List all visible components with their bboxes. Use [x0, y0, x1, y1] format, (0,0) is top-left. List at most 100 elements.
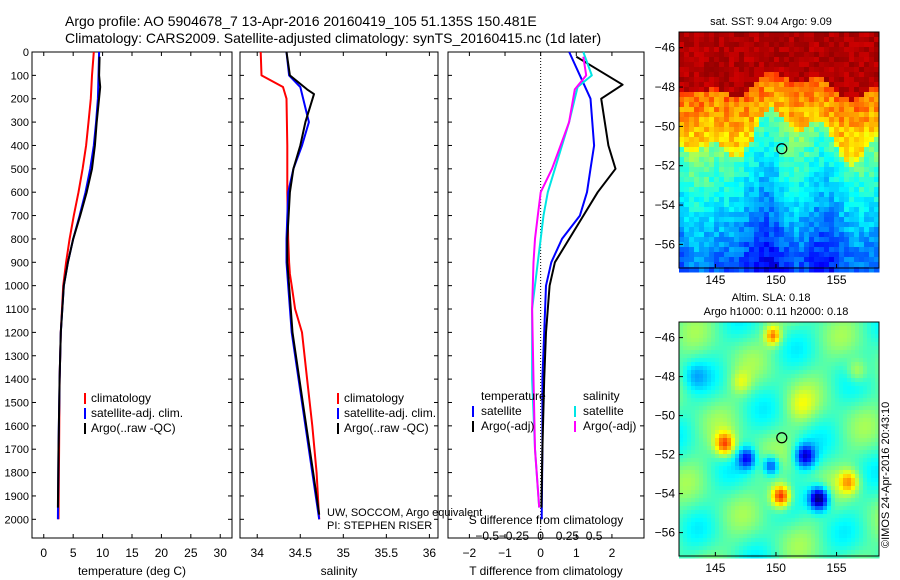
sla-map-pixel	[707, 510, 712, 515]
sla-map-pixel	[851, 490, 856, 495]
sla-map-pixel	[687, 518, 692, 523]
sst-map-pixel	[839, 62, 845, 68]
sla-map-pixel	[683, 490, 688, 495]
sla-map-pixel	[703, 538, 708, 543]
sla-map-pixel	[767, 402, 772, 407]
sla-map-pixel	[823, 542, 828, 547]
sla-map-pixel	[843, 374, 848, 379]
sst-map-pixel	[689, 257, 695, 263]
sst-map-pixel	[734, 242, 740, 248]
sst-map-pixel	[819, 117, 825, 123]
sla-map-pixel	[783, 322, 788, 327]
sst-map-pixel	[859, 242, 865, 248]
sst-map-pixel	[799, 72, 805, 78]
sst-map-pixel	[699, 57, 705, 63]
sst-map-pixel	[824, 182, 830, 188]
sla-map-pixel	[683, 382, 688, 387]
sst-map-pixel	[869, 187, 875, 193]
sst-map-pixel	[764, 147, 770, 153]
sla-map-pixel	[847, 334, 852, 339]
sla-map-pixel	[811, 514, 816, 519]
sla-map-pixel	[699, 418, 704, 423]
sla-map-pixel	[719, 342, 724, 347]
sla-map-pixel	[835, 402, 840, 407]
sla-map-pixel	[799, 326, 804, 331]
sst-map-pixel	[834, 127, 840, 133]
sla-map-pixel	[751, 334, 756, 339]
sla-map-pixel	[755, 502, 760, 507]
sst-map-pixel	[839, 32, 845, 38]
sla-map-pixel	[683, 390, 688, 395]
sla-map-pixel	[803, 466, 808, 471]
sla-map-pixel	[783, 550, 788, 555]
sla-map-pixel	[799, 434, 804, 439]
sst-map-pixel	[739, 267, 745, 273]
sla-map-pixel	[815, 358, 820, 363]
sla-map-pixel	[699, 366, 704, 371]
sst-map-pixel	[789, 147, 795, 153]
sla-map-pixel	[719, 382, 724, 387]
sla-map-pixel	[699, 482, 704, 487]
sst-map-pixel	[744, 82, 750, 88]
sst-map-pixel	[869, 217, 875, 223]
sst-map-pixel	[874, 157, 880, 163]
sla-map-pixel	[811, 470, 816, 475]
sst-map-pixel	[679, 152, 685, 158]
sst-map-pixel	[699, 192, 705, 198]
sla-map-pixel	[803, 406, 808, 411]
sst-map-pixel	[689, 237, 695, 243]
sst-map-pixel	[699, 242, 705, 248]
sst-map-pixel	[859, 42, 865, 48]
sla-map-pixel	[807, 478, 812, 483]
sla-map-pixel	[847, 346, 852, 351]
sst-map-pixel	[714, 112, 720, 118]
sla-map-pixel	[811, 438, 816, 443]
sst-map-pixel	[789, 217, 795, 223]
sla-map-pixel	[703, 374, 708, 379]
sla-map-pixel	[771, 414, 776, 419]
sst-map-pixel	[734, 157, 740, 163]
sla-map-pixel	[679, 398, 684, 403]
sst-map-pixel	[789, 157, 795, 163]
sst-map-pixel	[824, 262, 830, 268]
sla-map-pixel	[855, 350, 860, 355]
sla-map-pixel	[827, 522, 832, 527]
sla-map-pixel	[707, 482, 712, 487]
sla-map-pixel	[771, 354, 776, 359]
sst-map-pixel	[864, 112, 870, 118]
sla-map-pixel	[763, 342, 768, 347]
sst-map-pixel	[799, 97, 805, 103]
sla-map-pixel	[691, 522, 696, 527]
sst-map-pixel	[684, 227, 690, 233]
sla-map-pixel	[843, 390, 848, 395]
sla-map-pixel	[811, 362, 816, 367]
sst-map-pixel	[834, 87, 840, 93]
sla-map-pixel	[807, 378, 812, 383]
sst-map-pixel	[709, 177, 715, 183]
sla-map-pixel	[779, 494, 784, 499]
sst-map-pixel	[824, 237, 830, 243]
sst-map-pixel	[814, 187, 820, 193]
sla-map-pixel	[843, 530, 848, 535]
sla-map-pixel	[723, 494, 728, 499]
sla-map-pixel	[807, 450, 812, 455]
sla-map-pixel	[735, 350, 740, 355]
sst-map-ytick-label: −52	[655, 159, 676, 173]
sla-map-pixel	[823, 350, 828, 355]
sst-map-pixel	[824, 232, 830, 238]
sla-map-pixel	[851, 366, 856, 371]
sst-map-pixel	[724, 147, 730, 153]
sst-map-pixel	[824, 62, 830, 68]
sla-map-pixel	[727, 354, 732, 359]
sst-map-pixel	[699, 202, 705, 208]
sst-map-pixel	[704, 262, 710, 268]
sla-map-pixel	[815, 482, 820, 487]
sst-map-pixel	[689, 147, 695, 153]
sst-map-pixel	[744, 72, 750, 78]
sla-map-pixel	[779, 522, 784, 527]
sla-map-pixel	[699, 326, 704, 331]
sla-map-pixel	[771, 518, 776, 523]
sla-map-pixel	[767, 542, 772, 547]
sla-map-pixel	[755, 534, 760, 539]
sst-map-pixel	[844, 237, 850, 243]
